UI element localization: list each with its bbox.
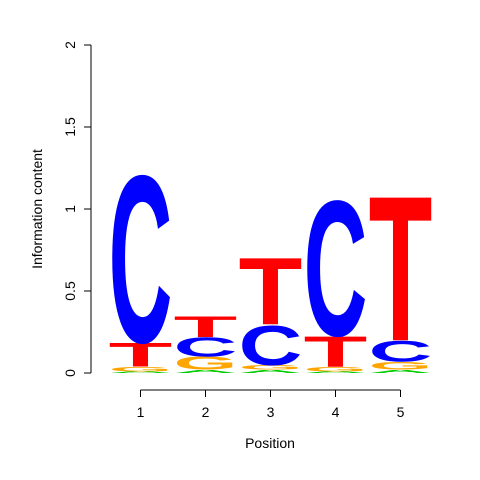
logo-letter-g: G: [174, 353, 238, 374]
logo-letter-g: G: [239, 364, 303, 372]
logo-letter-a: A: [304, 371, 368, 374]
x-tick-label: 3: [267, 404, 275, 420]
y-axis: 0 0.5 1 1.5 2: [62, 41, 92, 377]
logo-letter-a: A: [239, 369, 303, 374]
logo-letter-c: C: [109, 127, 173, 394]
x-tick-label: 2: [202, 404, 210, 420]
logo-letter-g: G: [369, 360, 433, 373]
y-tick-label: 2: [62, 41, 78, 49]
logo-letter-c: C: [174, 332, 238, 363]
logo-letter-c: C: [304, 160, 368, 376]
x-tick-label: 5: [397, 404, 405, 420]
x-axis-title: Position: [245, 435, 295, 451]
logo-letter-a: A: [109, 371, 173, 374]
y-tick-label: 1.5: [62, 117, 78, 137]
logo-letter-a: A: [369, 369, 433, 374]
logo-letter-a: A: [174, 369, 238, 374]
logo-letter-t: T: [174, 311, 238, 344]
x-tick-label: 4: [332, 404, 340, 420]
y-tick-label: 0.5: [62, 281, 78, 301]
y-tick-label: 0: [62, 369, 78, 377]
logo-letter-c: C: [369, 335, 433, 368]
x-axis: 1 2 3 4 5: [137, 389, 405, 420]
logo-letter-g: G: [304, 365, 368, 373]
logo-letter-c: C: [239, 313, 303, 377]
x-tick-label: 1: [137, 404, 145, 420]
y-tick-label: 1: [62, 205, 78, 213]
logo-letter-t: T: [239, 238, 303, 345]
logo-letter-g: G: [109, 365, 173, 373]
logo-letter-t: T: [304, 327, 368, 375]
logo-letter-t: T: [109, 336, 173, 374]
y-axis-title: Information content: [29, 149, 45, 269]
logo-letter-t: T: [369, 152, 433, 384]
